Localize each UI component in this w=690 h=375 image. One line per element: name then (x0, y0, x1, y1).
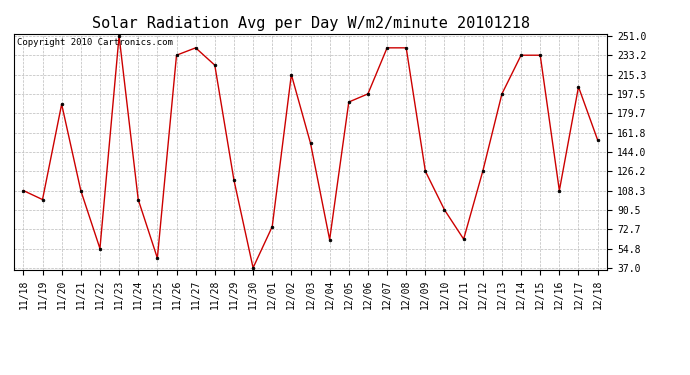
Text: Copyright 2010 Cartronics.com: Copyright 2010 Cartronics.com (17, 39, 172, 48)
Title: Solar Radiation Avg per Day W/m2/minute 20101218: Solar Radiation Avg per Day W/m2/minute … (92, 16, 529, 31)
